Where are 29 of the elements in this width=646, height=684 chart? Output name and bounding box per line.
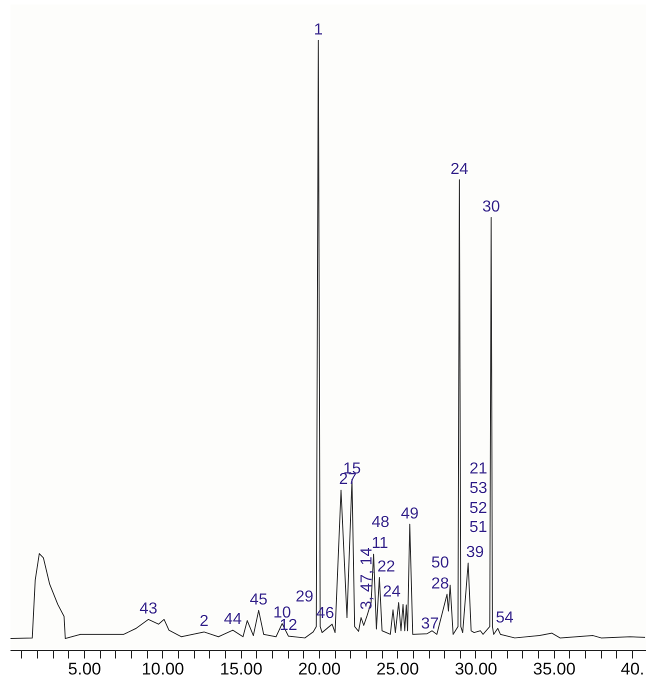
annotation: 24 bbox=[450, 160, 468, 178]
annotation: 48 bbox=[372, 514, 390, 532]
annotation: 54 bbox=[496, 609, 514, 626]
annotation: 28 bbox=[431, 575, 450, 592]
annotation: 49 bbox=[400, 505, 419, 522]
x-tick-label: 10.00 bbox=[142, 660, 184, 678]
annotation: 50 bbox=[431, 554, 450, 572]
x-tick-label: 35.00 bbox=[533, 660, 576, 678]
annotation: 51 bbox=[469, 519, 488, 536]
annotation: 30 bbox=[482, 198, 500, 216]
annotation: 2 bbox=[200, 612, 209, 630]
annotation: 53 bbox=[469, 480, 488, 498]
annotation: 39 bbox=[466, 544, 484, 562]
annotation: 37 bbox=[421, 615, 439, 632]
annotation: 44 bbox=[224, 611, 242, 628]
x-tick-label: 5.00 bbox=[68, 660, 102, 678]
x-tick-label: 40. bbox=[620, 660, 644, 678]
annotation: 43 bbox=[140, 600, 158, 618]
annotation: 21 bbox=[470, 460, 488, 478]
annotation: 52 bbox=[469, 500, 488, 517]
x-tick-label: 20.00 bbox=[298, 660, 341, 678]
x-tick-label: 25.00 bbox=[376, 660, 419, 678]
annotation: 1 bbox=[314, 21, 323, 38]
x-tick-label: 15.00 bbox=[220, 660, 262, 678]
annotation: 24 bbox=[382, 584, 401, 601]
annotation: 45 bbox=[250, 591, 268, 608]
annotation: 22 bbox=[377, 558, 396, 576]
annotation: 29 bbox=[296, 588, 314, 606]
x-tick-label: 30.00 bbox=[454, 660, 498, 678]
